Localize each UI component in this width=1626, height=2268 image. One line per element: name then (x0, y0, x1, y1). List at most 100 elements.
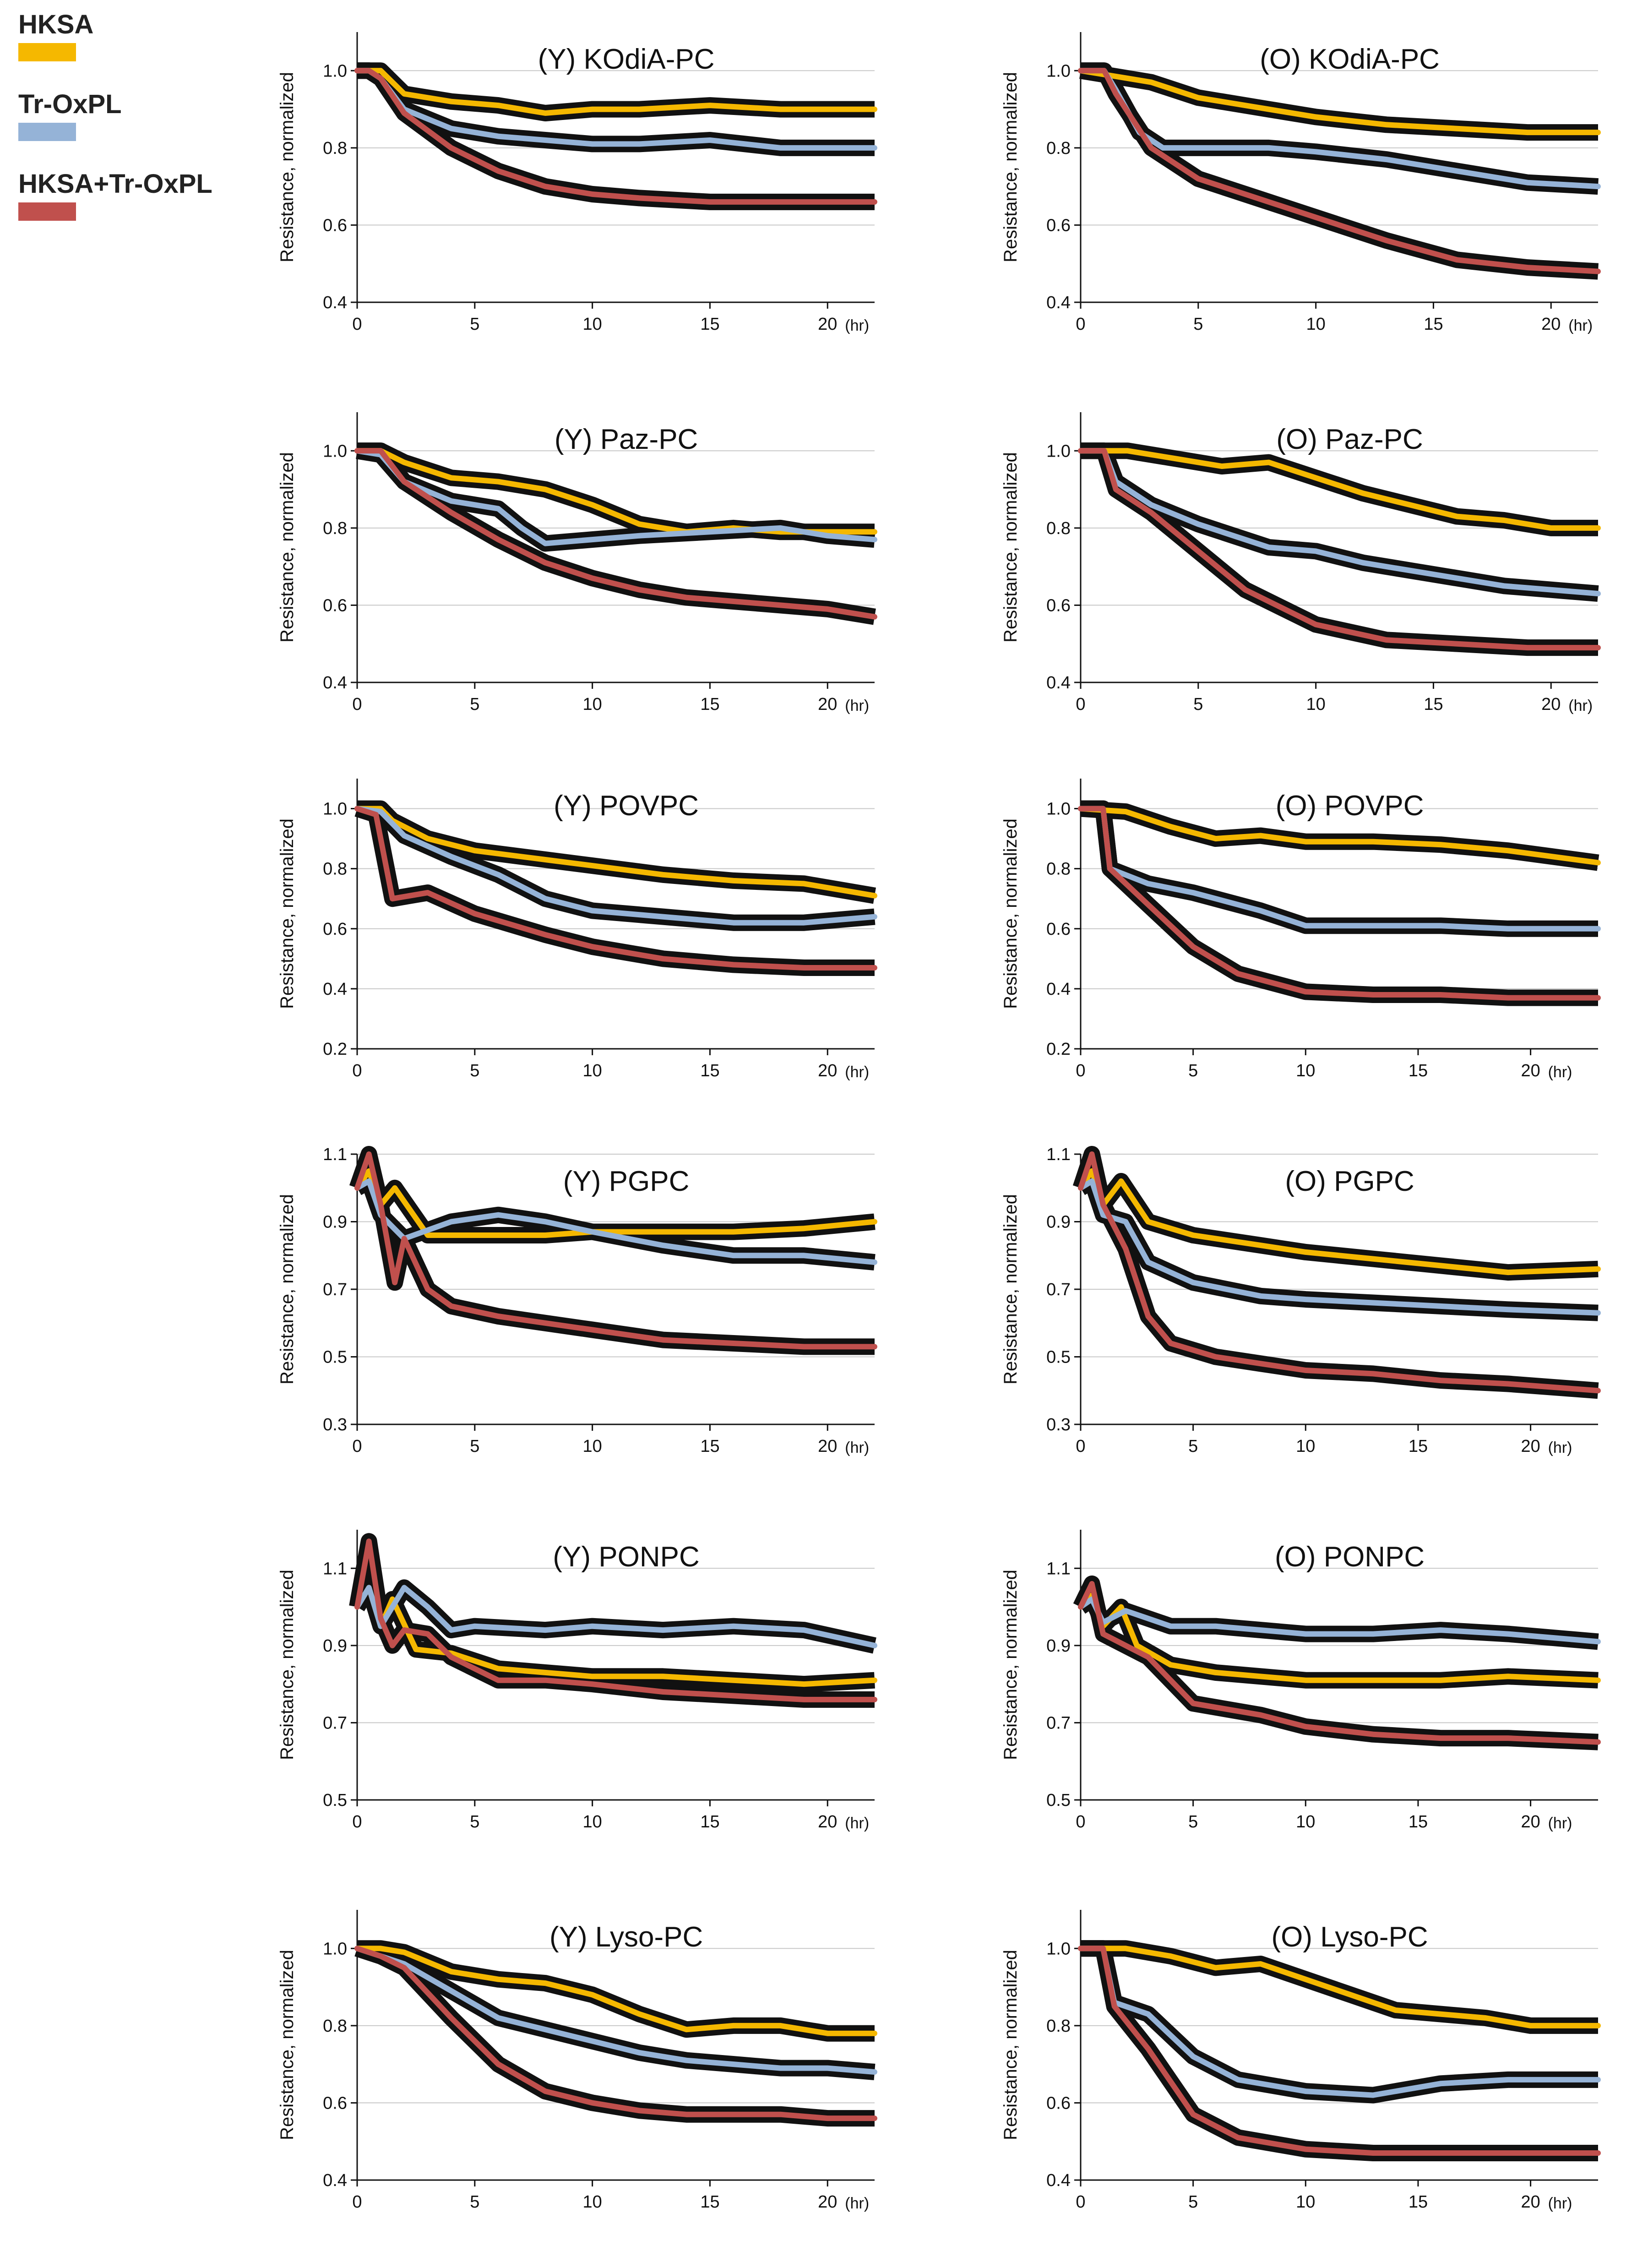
x-tick-label: 20 (1521, 1812, 1540, 1832)
x-tick-label: 10 (582, 1061, 602, 1080)
y-tick-label: 0.8 (323, 139, 347, 158)
y-axis-label: Resistance, normalized (277, 72, 297, 262)
y-axis-label: Resistance, normalized (1001, 452, 1021, 643)
x-tick-label: 5 (470, 1437, 479, 1456)
y-tick-label: 0.6 (1046, 2094, 1071, 2113)
x-tick-label: 0 (1076, 1061, 1085, 1080)
x-tick-label: 5 (1188, 2192, 1198, 2212)
y-tick-label: 0.4 (323, 2171, 347, 2190)
series-line-hksa-tr-oxpl (354, 1151, 877, 1350)
y-axis-label: Resistance, normalized (1001, 1194, 1021, 1385)
chart-title: (Y) POVPC (554, 790, 699, 822)
y-tick-label: 0.2 (1046, 1040, 1071, 1059)
x-tick-label: 15 (1424, 315, 1443, 334)
legend-swatch-hksa-tr-oxpl (18, 202, 76, 221)
chart-title: (O) PONPC (1275, 1541, 1425, 1573)
chart-o-paz-pc: 0.4 0.6 0.8 1.0 0 5 10 15 20 (hr) Resistance, norm… (1001, 412, 1601, 714)
x-tick-label: 0 (1076, 315, 1085, 334)
series-line-hksa (354, 448, 877, 535)
chart-title: (O) POVPC (1276, 790, 1424, 822)
y-tick-label: 0.7 (323, 1280, 347, 1299)
chart-y-paz-pc: 0.4 0.6 0.8 1.0 0 5 10 15 20 (hr) Resistance, norm… (277, 412, 877, 714)
x-tick-label: 20 (1521, 2192, 1540, 2212)
y-tick-label: 0.9 (1046, 1636, 1071, 1656)
series-line-hksa-tr-oxpl (354, 448, 877, 620)
x-unit-label: (hr) (1548, 2195, 1572, 2212)
series-line-hksa-tr-oxpl (354, 68, 877, 205)
x-tick-label: 10 (1296, 1437, 1315, 1456)
x-tick-label: 15 (700, 315, 719, 334)
series-line-hksa-tr-oxpl (1078, 1151, 1601, 1394)
y-tick-label: 0.4 (323, 293, 347, 312)
x-tick-label: 0 (1076, 695, 1085, 714)
x-tick-label: 0 (352, 1812, 362, 1832)
y-tick-label: 1.0 (323, 1939, 347, 1958)
y-tick-label: 1.1 (323, 1145, 347, 1164)
x-tick-label: 0 (352, 1061, 362, 1080)
y-tick-label: 0.6 (323, 596, 347, 615)
chart-y-povpc: 0.2 0.4 0.6 0.8 1.0 0 5 10 15 20 (hr) Resistance, n… (277, 779, 877, 1081)
y-tick-label: 0.5 (1046, 1348, 1071, 1367)
legend-item-hksa-tr-oxpl: HKSA+Tr-OxPL (18, 169, 256, 221)
x-tick-label: 10 (582, 1437, 602, 1456)
x-unit-label: (hr) (845, 317, 869, 334)
legend-label: HKSA+Tr-OxPL (18, 169, 212, 199)
series-error-band-hksa-tr-oxpl (1081, 62, 1599, 280)
x-tick-label: 0 (352, 695, 362, 714)
x-tick-label: 15 (700, 1812, 719, 1832)
series-line-hksa-tr-oxpl (1078, 1946, 1601, 2156)
chart-title: (O) Lyso-PC (1272, 1921, 1428, 1953)
series-error-band-tr-oxpl (1076, 1173, 1599, 1321)
x-tick-label: 10 (582, 695, 602, 714)
y-tick-label: 0.4 (323, 980, 347, 999)
chart-title: (Y) Lyso-PC (549, 1921, 703, 1953)
series-line-hksa (1078, 68, 1601, 136)
x-unit-label: (hr) (1548, 1815, 1572, 1832)
x-tick-label: 5 (1193, 695, 1203, 714)
x-tick-label: 10 (582, 1812, 602, 1832)
x-tick-label: 20 (818, 1437, 837, 1456)
y-tick-label: 0.5 (323, 1791, 347, 1810)
chart-title: (Y) KOdiA-PC (538, 44, 715, 75)
y-axis-label: Resistance, normalized (277, 1570, 297, 1760)
y-tick-label: 0.6 (1046, 920, 1071, 939)
x-tick-label: 15 (700, 695, 719, 714)
y-tick-label: 1.1 (1046, 1145, 1071, 1164)
y-tick-label: 0.9 (323, 1213, 347, 1232)
x-unit-label: (hr) (845, 1063, 869, 1081)
chart-y-kodia-pc: 0.4 0.6 0.8 1.0 0 5 10 15 20 (hr) Resistance, norm… (277, 32, 877, 334)
x-tick-label: 15 (1408, 1437, 1428, 1456)
x-tick-label: 15 (1408, 1061, 1428, 1080)
x-tick-label: 10 (1306, 695, 1325, 714)
x-tick-label: 20 (1521, 1061, 1540, 1080)
chart-o-povpc: 0.2 0.4 0.6 0.8 1.0 0 5 10 15 20 (hr) Resistance, n… (1001, 779, 1601, 1081)
legend-label: HKSA (18, 10, 94, 39)
x-tick-label: 10 (1296, 2192, 1315, 2212)
series-line-hksa (1078, 806, 1601, 866)
x-tick-label: 15 (700, 1437, 719, 1456)
x-tick-label: 20 (1521, 1437, 1540, 1456)
x-tick-label: 0 (1076, 2192, 1085, 2212)
y-tick-label: 0.8 (1046, 139, 1071, 158)
y-tick-label: 0.7 (1046, 1713, 1071, 1733)
x-tick-label: 15 (700, 1061, 719, 1080)
legend: HKSA Tr-OxPL HKSA+Tr-OxPL (18, 9, 256, 248)
chart-o-kodia-pc: 0.4 0.6 0.8 1.0 0 5 10 15 20 (hr) Resistance, norm… (1001, 32, 1601, 334)
y-tick-label: 1.0 (323, 800, 347, 819)
y-axis-label: Resistance, normalized (1001, 1570, 1021, 1760)
chart-title: (Y) PONPC (553, 1541, 699, 1573)
series-line-hksa-tr-oxpl (354, 1538, 877, 1702)
x-tick-label: 5 (470, 2192, 479, 2212)
y-tick-label: 0.3 (1046, 1415, 1071, 1434)
y-tick-label: 1.0 (323, 61, 347, 81)
chart-title: (Y) Paz-PC (555, 424, 698, 455)
y-tick-label: 1.1 (323, 1559, 347, 1578)
chart-title: (O) KOdiA-PC (1260, 44, 1440, 75)
y-tick-label: 0.6 (323, 2094, 347, 2113)
series-line-tr-oxpl (1078, 1178, 1601, 1316)
y-tick-label: 0.6 (1046, 216, 1071, 235)
x-tick-label: 5 (1188, 1812, 1198, 1832)
series-line-hksa-tr-oxpl (354, 806, 877, 970)
y-tick-label: 0.8 (1046, 519, 1071, 538)
x-unit-label: (hr) (845, 1815, 869, 1832)
